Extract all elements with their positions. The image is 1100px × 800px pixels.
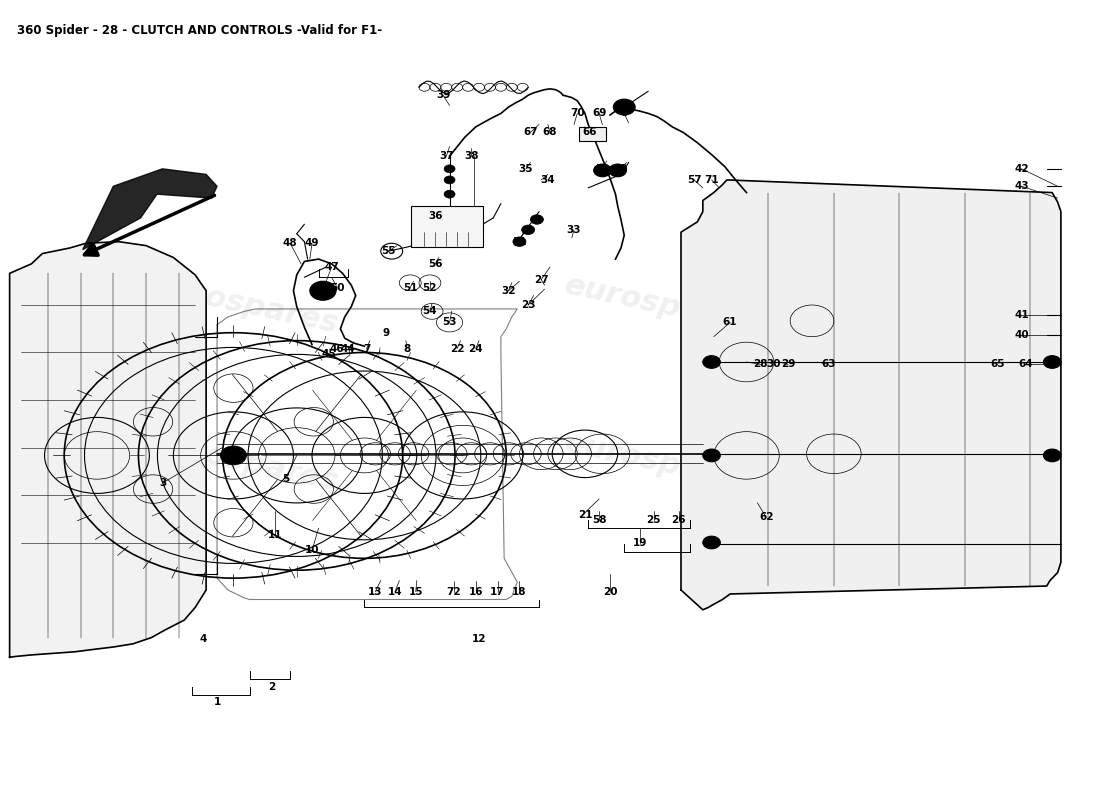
- Text: 39: 39: [436, 90, 450, 100]
- Text: 11: 11: [267, 530, 282, 539]
- Text: 43: 43: [1014, 182, 1028, 191]
- Circle shape: [594, 164, 612, 177]
- Circle shape: [310, 282, 336, 300]
- Text: 26: 26: [672, 515, 686, 526]
- Text: 24: 24: [469, 343, 483, 354]
- Text: 25: 25: [647, 515, 661, 526]
- FancyBboxPatch shape: [411, 206, 483, 247]
- FancyArrowPatch shape: [85, 195, 214, 255]
- Text: 1: 1: [213, 698, 221, 707]
- Text: 52: 52: [422, 282, 437, 293]
- Text: 69: 69: [592, 109, 606, 118]
- Text: 42: 42: [1014, 164, 1028, 174]
- Text: eurospares: eurospares: [562, 429, 757, 498]
- Text: 29: 29: [781, 359, 795, 370]
- Text: 66: 66: [582, 127, 596, 138]
- Circle shape: [444, 165, 455, 173]
- Text: 34: 34: [540, 175, 556, 185]
- Text: 35: 35: [519, 164, 534, 174]
- Text: 45: 45: [321, 349, 336, 359]
- Text: 13: 13: [368, 586, 383, 597]
- Circle shape: [703, 536, 720, 549]
- Text: eurospares: eurospares: [147, 429, 342, 498]
- Text: 27: 27: [534, 274, 549, 285]
- Text: 48: 48: [283, 238, 297, 248]
- Circle shape: [609, 164, 626, 177]
- Text: eurospares: eurospares: [147, 270, 342, 339]
- Text: 67: 67: [522, 127, 538, 138]
- Text: 6: 6: [620, 109, 628, 118]
- Text: 71: 71: [704, 175, 719, 185]
- Text: 19: 19: [632, 538, 647, 547]
- Text: 59: 59: [595, 164, 609, 174]
- Circle shape: [703, 356, 720, 368]
- Text: 58: 58: [592, 515, 606, 526]
- Text: 5: 5: [283, 474, 289, 484]
- Text: 41: 41: [1014, 310, 1028, 319]
- Text: 12: 12: [472, 634, 486, 644]
- Text: 28: 28: [754, 359, 768, 370]
- Text: 21: 21: [578, 510, 592, 520]
- Text: 55: 55: [382, 246, 396, 256]
- Text: 54: 54: [422, 306, 437, 316]
- Polygon shape: [82, 169, 217, 250]
- Text: 47: 47: [324, 262, 339, 272]
- Text: 46: 46: [330, 343, 344, 354]
- Text: 2: 2: [268, 682, 275, 691]
- Text: 36: 36: [428, 211, 442, 222]
- Text: 65: 65: [990, 359, 1004, 370]
- Text: 49: 49: [305, 238, 319, 248]
- Circle shape: [521, 225, 535, 234]
- Text: 44: 44: [341, 343, 355, 354]
- Text: 53: 53: [442, 318, 456, 327]
- Text: 9: 9: [383, 328, 389, 338]
- Text: 61: 61: [723, 318, 737, 327]
- Text: 51: 51: [403, 282, 418, 293]
- Text: 31: 31: [513, 237, 527, 246]
- FancyBboxPatch shape: [580, 127, 606, 141]
- Text: 16: 16: [469, 586, 483, 597]
- Text: 64: 64: [1019, 359, 1033, 370]
- Text: 17: 17: [491, 586, 505, 597]
- Text: 15: 15: [408, 586, 424, 597]
- Text: 63: 63: [821, 359, 836, 370]
- Circle shape: [220, 446, 246, 465]
- Circle shape: [1044, 356, 1060, 368]
- Text: 32: 32: [502, 286, 516, 296]
- Text: 38: 38: [464, 151, 478, 161]
- Circle shape: [444, 176, 455, 184]
- Text: 4: 4: [199, 634, 207, 644]
- Circle shape: [614, 99, 635, 115]
- Polygon shape: [681, 180, 1060, 610]
- Text: 37: 37: [439, 151, 453, 161]
- Circle shape: [703, 449, 720, 462]
- Text: 360 Spider - 28 - CLUTCH AND CONTROLS -Valid for F1-: 360 Spider - 28 - CLUTCH AND CONTROLS -V…: [18, 24, 383, 37]
- Text: 8: 8: [404, 343, 410, 354]
- Text: 56: 56: [428, 259, 442, 269]
- Text: eurospares: eurospares: [562, 270, 757, 339]
- Circle shape: [444, 190, 455, 198]
- Circle shape: [530, 214, 543, 224]
- Text: 18: 18: [513, 586, 527, 597]
- Text: 57: 57: [686, 175, 702, 185]
- Text: 72: 72: [447, 586, 461, 597]
- Circle shape: [513, 237, 526, 246]
- Text: 23: 23: [521, 300, 536, 310]
- Text: 22: 22: [450, 343, 464, 354]
- Text: 50: 50: [330, 282, 344, 293]
- Text: 68: 68: [542, 127, 558, 138]
- Text: 60: 60: [614, 164, 628, 174]
- Text: 62: 62: [759, 512, 773, 522]
- Text: 7: 7: [363, 343, 371, 354]
- Text: 30: 30: [767, 359, 781, 370]
- Text: 3: 3: [158, 478, 166, 488]
- Circle shape: [1044, 449, 1060, 462]
- Text: 14: 14: [387, 586, 403, 597]
- Text: 40: 40: [1014, 330, 1028, 340]
- Text: 20: 20: [603, 586, 617, 597]
- Text: 10: 10: [305, 546, 319, 555]
- Text: 70: 70: [570, 109, 584, 118]
- Text: 33: 33: [566, 225, 581, 234]
- Polygon shape: [10, 242, 206, 658]
